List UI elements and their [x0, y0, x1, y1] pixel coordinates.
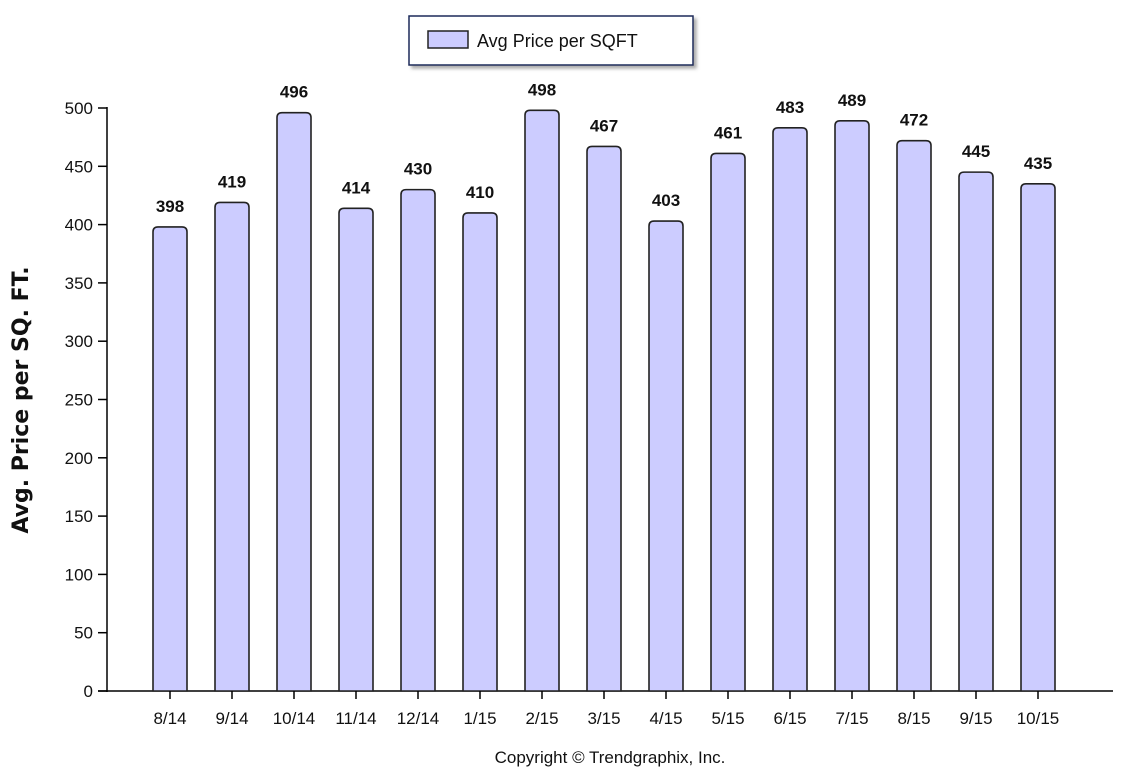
bar-value-label: 496: [280, 83, 308, 102]
bar: [1020, 182, 1056, 692]
x-tick-label: 10/14: [273, 709, 316, 728]
bar: [896, 139, 932, 692]
x-tick-label: 8/15: [897, 709, 930, 728]
y-tick-label: 350: [65, 274, 93, 293]
bar: [276, 111, 312, 692]
x-tick-label: 2/15: [525, 709, 558, 728]
bar: [710, 152, 746, 692]
copyright-text: Copyright © Trendgraphix, Inc.: [495, 748, 726, 767]
y-ticks: 0 50 100 150 200 250 300 350 400 450 500: [65, 99, 107, 701]
legend-label: Avg Price per SQFT: [477, 31, 638, 51]
y-tick-label: 250: [65, 391, 93, 410]
x-tick-label: 10/15: [1017, 709, 1060, 728]
y-tick-label: 500: [65, 99, 93, 118]
bar-value-label: 498: [528, 80, 556, 99]
bar-value-label: 419: [218, 172, 246, 191]
bar-value-label: 435: [1024, 154, 1052, 173]
bar-value-label: 410: [466, 183, 494, 202]
x-tick-label: 12/14: [397, 709, 440, 728]
bar-value-label: 430: [404, 160, 432, 179]
bar-value-label: 472: [900, 111, 928, 130]
x-tick-label: 6/15: [773, 709, 806, 728]
bar: [338, 207, 374, 692]
x-tick-label: 8/14: [153, 709, 186, 728]
bar: [648, 220, 684, 692]
x-tick-label: 3/15: [587, 709, 620, 728]
x-tick-label: 11/14: [335, 709, 376, 728]
x-tick-label: 1/15: [463, 709, 496, 728]
bar: [958, 171, 994, 692]
bar: [152, 226, 188, 692]
bar-value-label: 467: [590, 116, 618, 135]
bar: [772, 127, 808, 692]
bar: [586, 145, 622, 692]
y-tick-label: 0: [84, 682, 93, 701]
bars: 398 419 496 414 430 410 498 467 403 461 483 489 472 4…: [152, 80, 1056, 692]
bar-value-label: 461: [714, 123, 742, 142]
x-tick-label: 7/15: [835, 709, 868, 728]
x-ticks: 8/14 9/14 10/14 11/14 12/14 1/15 2/15 3/15 4/15 5…: [153, 691, 1059, 728]
x-tick-label: 9/15: [959, 709, 992, 728]
y-tick-label: 200: [65, 449, 93, 468]
bar: [400, 188, 436, 692]
y-tick-label: 400: [65, 216, 93, 235]
y-tick-label: 100: [65, 565, 93, 584]
legend: Avg Price per SQFT: [408, 15, 694, 66]
legend-swatch: [427, 30, 469, 49]
bar-value-label: 414: [342, 178, 371, 197]
bar: [214, 201, 250, 692]
y-tick-label: 450: [65, 157, 93, 176]
bar-value-label: 398: [156, 197, 184, 216]
bar-value-label: 489: [838, 91, 866, 110]
y-tick-label: 150: [65, 507, 93, 526]
y-axis-label: Avg. Price per SQ. FT.: [9, 266, 34, 533]
bar-value-label: 483: [776, 98, 804, 117]
x-tick-label: 5/15: [711, 709, 744, 728]
x-tick-label: 9/14: [215, 709, 248, 728]
bar: [834, 120, 870, 692]
x-tick-label: 4/15: [649, 709, 682, 728]
bar-value-label: 403: [652, 191, 680, 210]
bar: [462, 212, 498, 692]
bar-value-label: 445: [962, 142, 990, 161]
y-tick-label: 300: [65, 332, 93, 351]
y-tick-label: 50: [74, 624, 93, 643]
bar: [524, 109, 560, 692]
